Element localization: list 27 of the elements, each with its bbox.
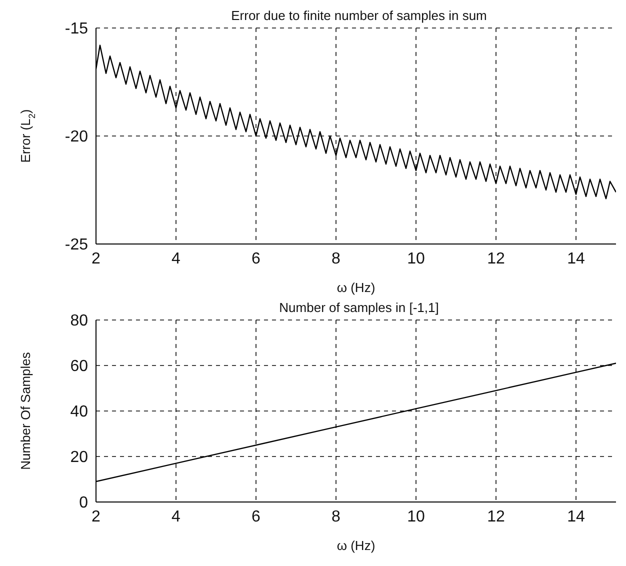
y-tick-label: 40 [70, 404, 88, 421]
x-tick-label: 10 [407, 250, 425, 268]
x-axis-title: ω (Hz) [336, 538, 376, 553]
y-tick-label: -15 [64, 20, 88, 38]
x-tick-label: 8 [332, 508, 341, 526]
x-tick-label: 14 [567, 508, 585, 526]
x-axis-title: ω (Hz) [336, 280, 376, 295]
y-tick-label: 60 [70, 358, 88, 376]
y-tick-label: -20 [64, 128, 88, 146]
y-tick-label: -25 [64, 236, 88, 254]
x-tick-label: 10 [407, 508, 425, 526]
chart-title: Error due to finite number of samples in sum [230, 8, 488, 23]
x-tick-label: 6 [252, 250, 261, 268]
chart-title: Number of samples in [-1,1] [278, 300, 440, 315]
y-axis-title: Number Of Samples [18, 352, 33, 470]
x-tick-label: 2 [92, 250, 101, 268]
y-tick-label: 0 [79, 494, 88, 512]
x-tick-label: 2 [92, 508, 101, 526]
x-tick-label: 4 [172, 250, 181, 268]
y-tick-label: 80 [70, 312, 88, 330]
y-tick-label: 20 [70, 449, 88, 466]
x-tick-label: 8 [332, 250, 341, 268]
x-tick-label: 4 [172, 508, 181, 526]
x-tick-label: 12 [487, 250, 505, 268]
x-tick-label: 6 [252, 508, 261, 526]
x-tick-label: 12 [487, 508, 505, 526]
x-tick-label: 14 [567, 250, 585, 268]
